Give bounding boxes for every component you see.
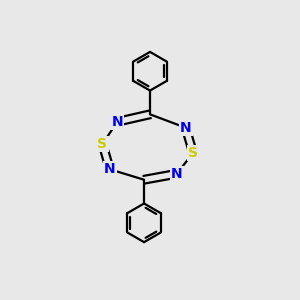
Text: N: N — [180, 121, 191, 135]
Text: N: N — [104, 162, 116, 176]
Text: S: S — [98, 137, 107, 151]
Text: S: S — [188, 146, 198, 160]
Text: N: N — [171, 167, 183, 181]
Text: N: N — [112, 115, 123, 129]
